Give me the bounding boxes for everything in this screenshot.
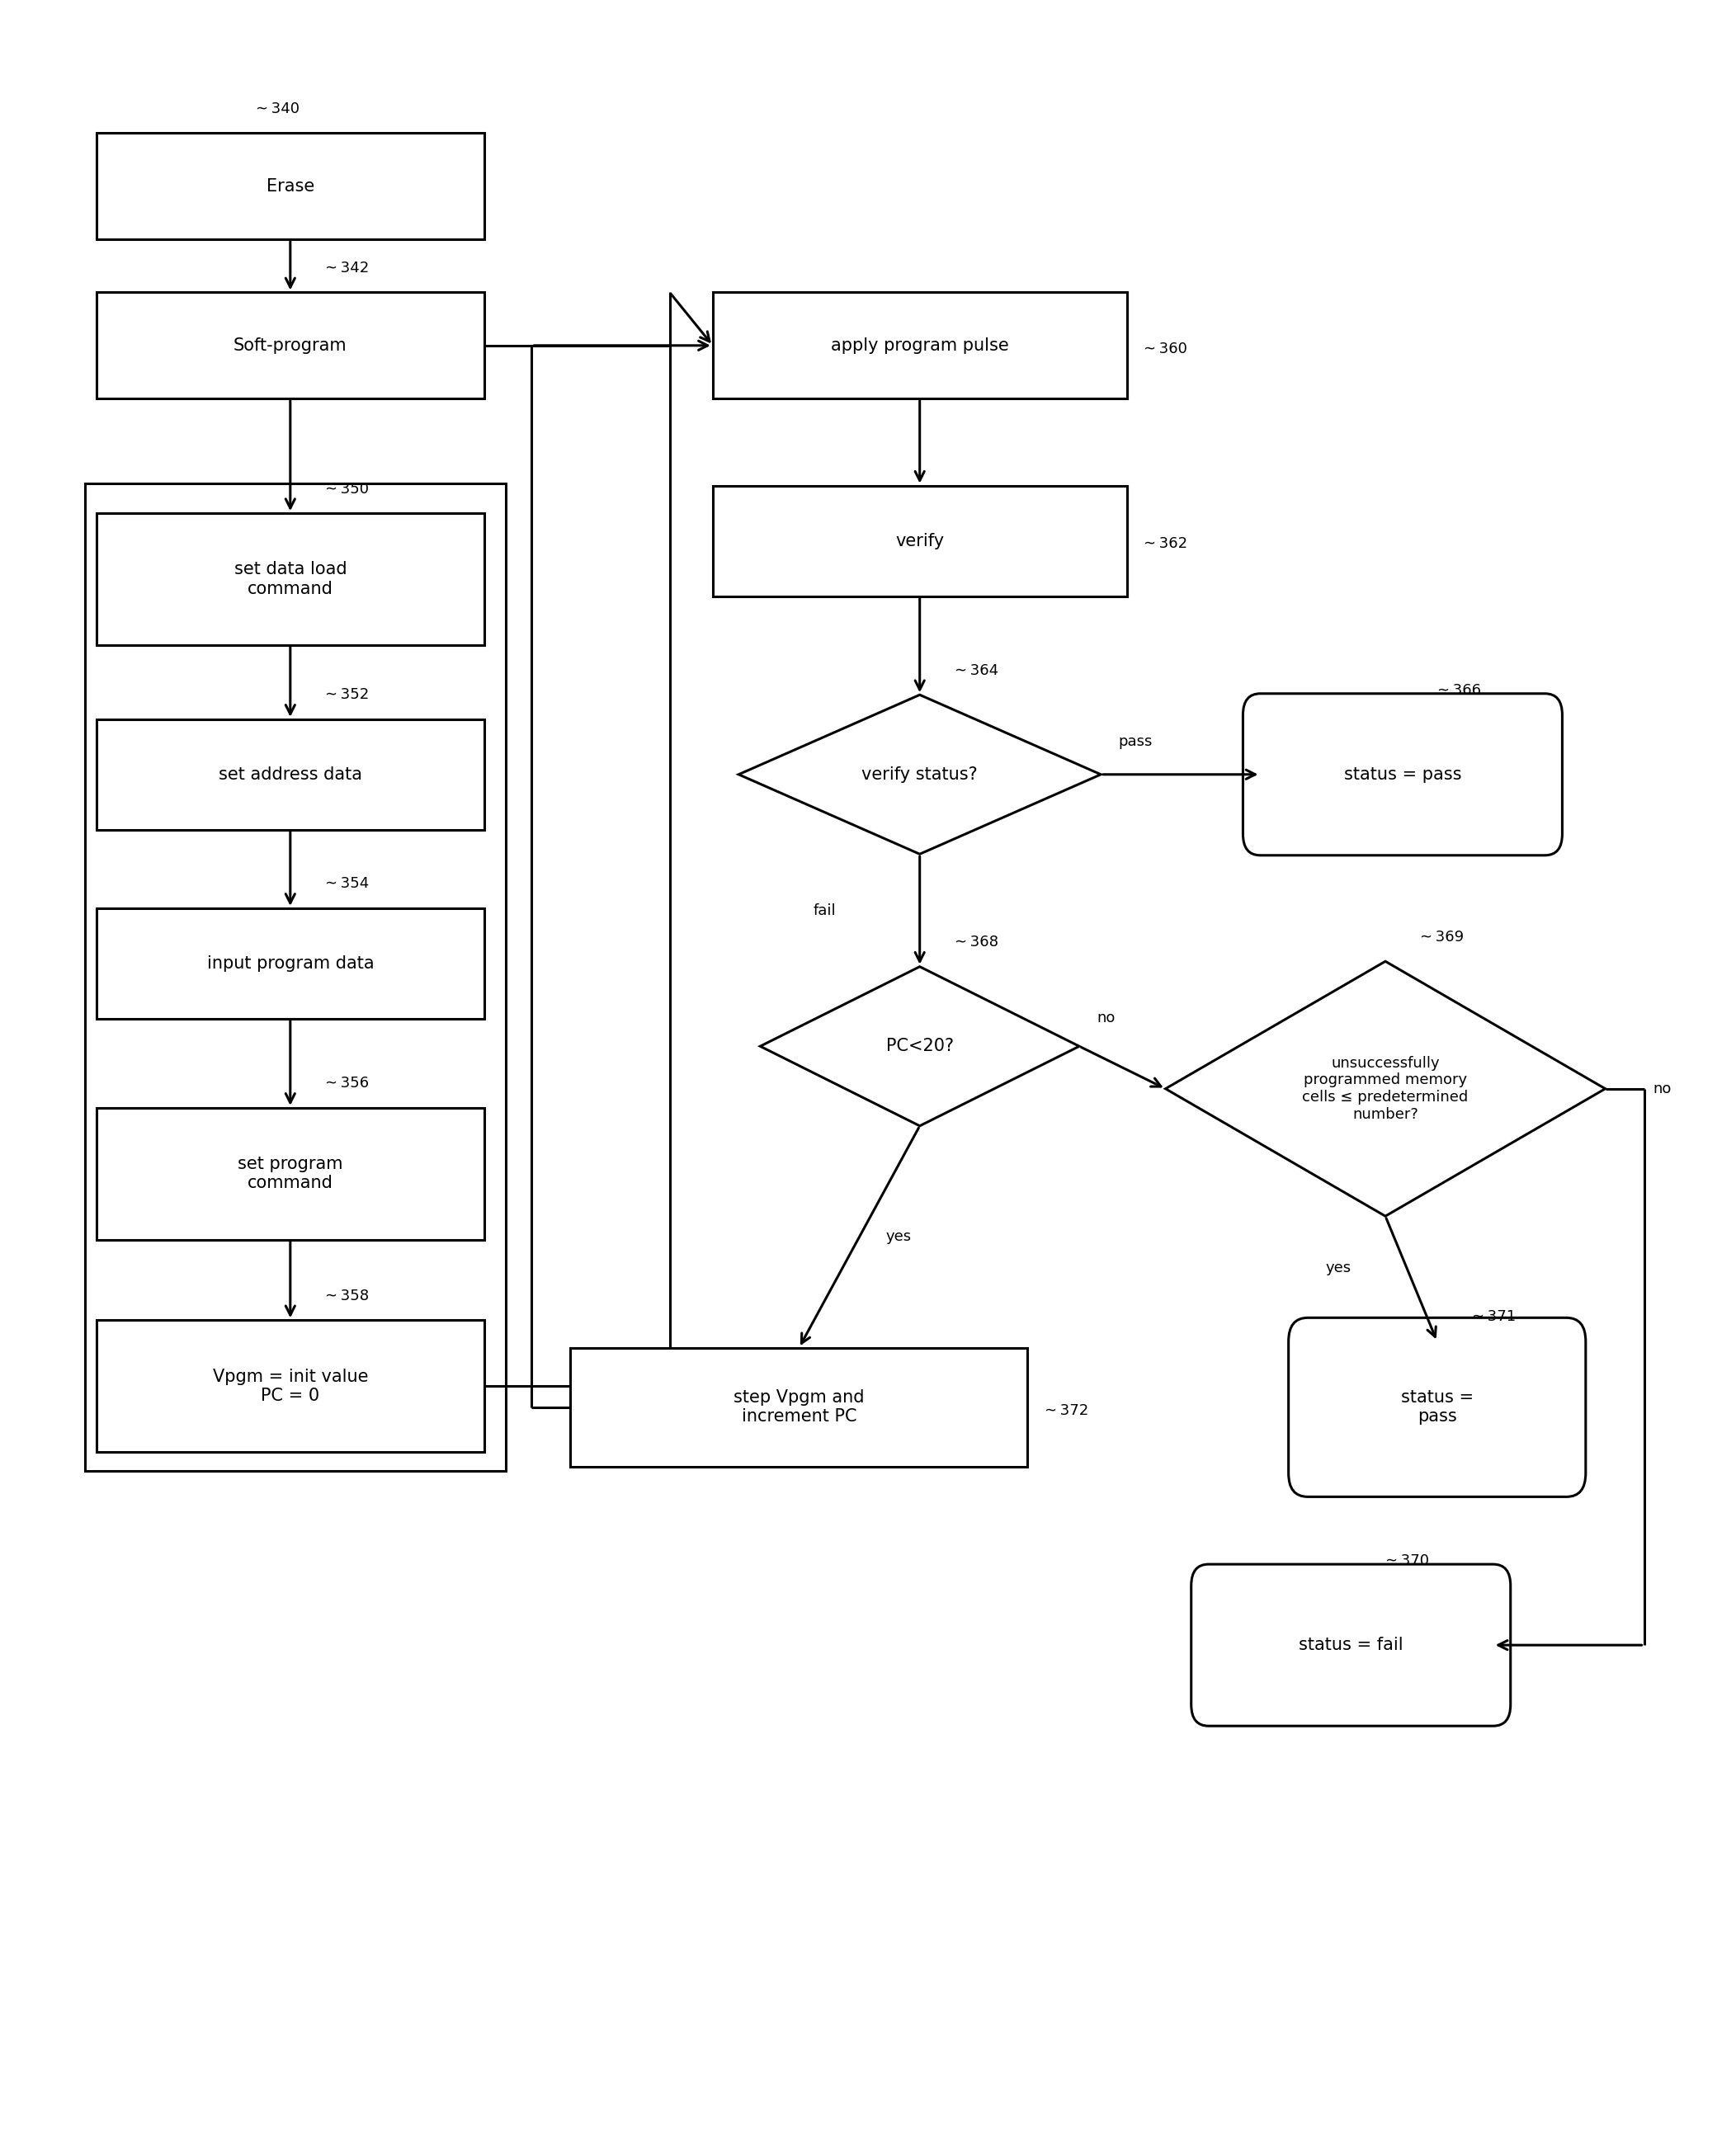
- Text: ∼ 364: ∼ 364: [955, 664, 998, 677]
- Text: no: no: [1653, 1080, 1672, 1095]
- Text: ∼ 366: ∼ 366: [1437, 683, 1481, 698]
- Text: PC<20?: PC<20?: [885, 1038, 953, 1055]
- FancyBboxPatch shape: [1288, 1317, 1585, 1497]
- Text: set data load
command: set data load command: [234, 562, 347, 598]
- Text: status = fail: status = fail: [1299, 1638, 1403, 1652]
- Text: ∼ 369: ∼ 369: [1420, 929, 1463, 944]
- FancyBboxPatch shape: [1243, 694, 1562, 856]
- Bar: [571, 1347, 1028, 1467]
- Text: ∼ 370: ∼ 370: [1385, 1554, 1429, 1569]
- Text: verify status?: verify status?: [861, 766, 977, 784]
- Text: Erase: Erase: [266, 177, 314, 194]
- Polygon shape: [760, 967, 1080, 1125]
- Text: pass: pass: [1118, 734, 1153, 749]
- Text: yes: yes: [885, 1230, 911, 1245]
- Text: ∼ 340: ∼ 340: [255, 100, 300, 115]
- Text: Vpgm = init value
PC = 0: Vpgm = init value PC = 0: [212, 1369, 368, 1405]
- Text: ∼ 358: ∼ 358: [325, 1287, 368, 1302]
- Text: set address data: set address data: [219, 766, 363, 784]
- FancyBboxPatch shape: [1191, 1565, 1510, 1725]
- Text: ∼ 356: ∼ 356: [325, 1076, 368, 1091]
- Text: yes: yes: [1325, 1262, 1351, 1275]
- Bar: [95, 292, 484, 399]
- Bar: [95, 1108, 484, 1240]
- Bar: [713, 292, 1127, 399]
- Text: ∼ 371: ∼ 371: [1472, 1309, 1516, 1324]
- Polygon shape: [1165, 961, 1606, 1217]
- Text: ∼ 362: ∼ 362: [1144, 536, 1187, 551]
- Text: Soft-program: Soft-program: [234, 337, 347, 354]
- Bar: [95, 907, 484, 1018]
- Text: ∼ 368: ∼ 368: [955, 935, 998, 950]
- Bar: [95, 512, 484, 645]
- Text: ∼ 352: ∼ 352: [325, 687, 368, 702]
- Bar: [95, 132, 484, 239]
- Text: verify: verify: [896, 532, 944, 549]
- Text: status = pass: status = pass: [1344, 766, 1462, 784]
- Polygon shape: [738, 694, 1101, 854]
- Text: ∼ 360: ∼ 360: [1144, 342, 1187, 357]
- Bar: [95, 1319, 484, 1452]
- Bar: [95, 719, 484, 831]
- Text: status =
pass: status = pass: [1401, 1390, 1474, 1424]
- Text: ∼ 354: ∼ 354: [325, 875, 368, 890]
- Text: set program
command: set program command: [238, 1155, 344, 1191]
- Text: no: no: [1097, 1010, 1115, 1025]
- Text: ∼ 350: ∼ 350: [325, 480, 368, 495]
- Bar: [85, 483, 505, 1471]
- Text: ∼ 372: ∼ 372: [1045, 1403, 1088, 1418]
- Text: step Vpgm and
increment PC: step Vpgm and increment PC: [734, 1390, 865, 1424]
- Text: input program data: input program data: [207, 954, 373, 971]
- Text: fail: fail: [814, 903, 837, 918]
- Text: apply program pulse: apply program pulse: [832, 337, 1009, 354]
- Text: ∼ 342: ∼ 342: [325, 260, 368, 275]
- Text: unsuccessfully
programmed memory
cells ≤ predetermined
number?: unsuccessfully programmed memory cells ≤…: [1302, 1055, 1469, 1121]
- Bar: [713, 485, 1127, 596]
